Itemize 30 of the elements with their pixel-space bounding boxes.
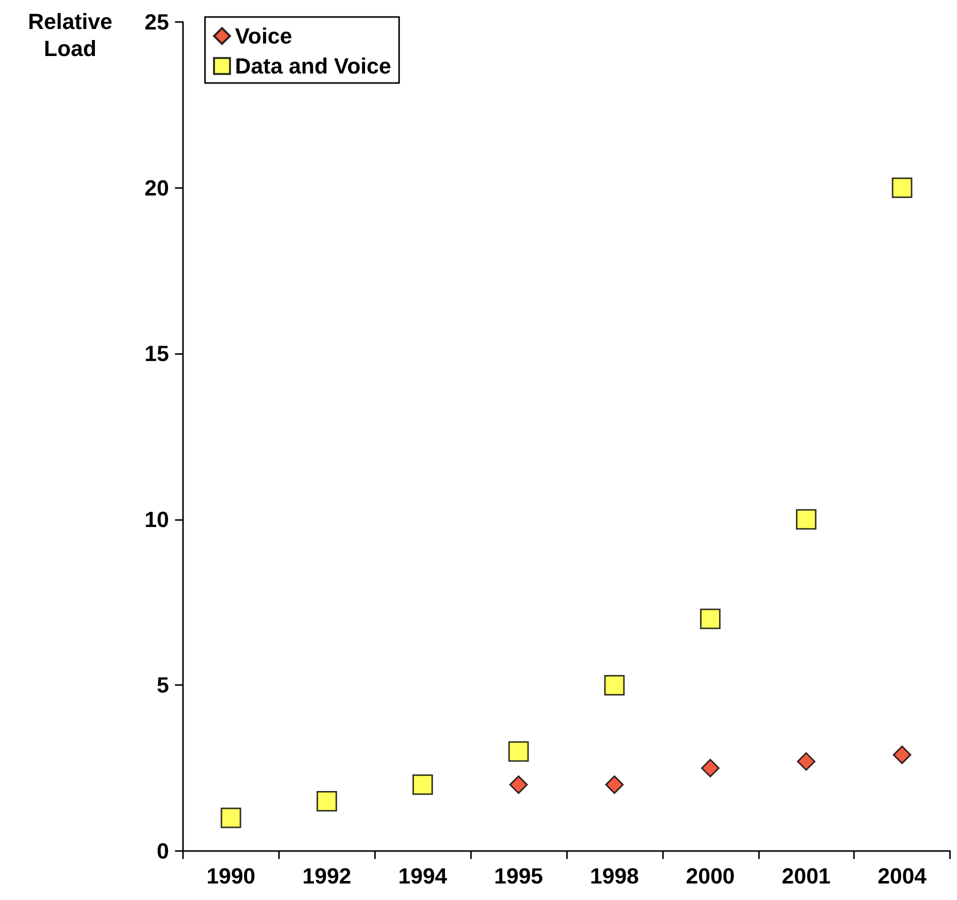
legend-label: Data and Voice [235, 54, 392, 78]
legend-label: Voice [235, 24, 292, 48]
point [604, 674, 625, 696]
x-tick-label: 1995 [494, 864, 544, 888]
y-tick-label: 0 [156, 838, 169, 864]
point [412, 774, 433, 795]
point [701, 758, 720, 778]
point [796, 509, 816, 530]
x-tick-label: 2000 [686, 864, 735, 888]
point [700, 608, 721, 630]
point [796, 752, 816, 771]
point [316, 791, 338, 812]
y-axis-title: Relative Load [28, 9, 112, 61]
point [892, 746, 912, 764]
x-tick-label: 1994 [398, 864, 448, 888]
y-tick-label: 25 [144, 10, 169, 34]
x-tick-label: 2001 [782, 864, 831, 888]
x-tick-label: 2004 [878, 864, 928, 888]
point [508, 741, 529, 762]
y-tick-label: 20 [144, 175, 169, 200]
point [509, 775, 528, 794]
point [605, 775, 624, 794]
x-tick-label: 1998 [590, 864, 639, 888]
point [220, 808, 242, 828]
x-tick-label: 1990 [206, 864, 256, 888]
y-tick-label: 15 [144, 341, 169, 366]
y-tick-label: 5 [156, 672, 169, 698]
y-tick-label: 10 [144, 506, 169, 532]
x-tick-label: 1992 [302, 864, 352, 888]
point [892, 178, 912, 198]
